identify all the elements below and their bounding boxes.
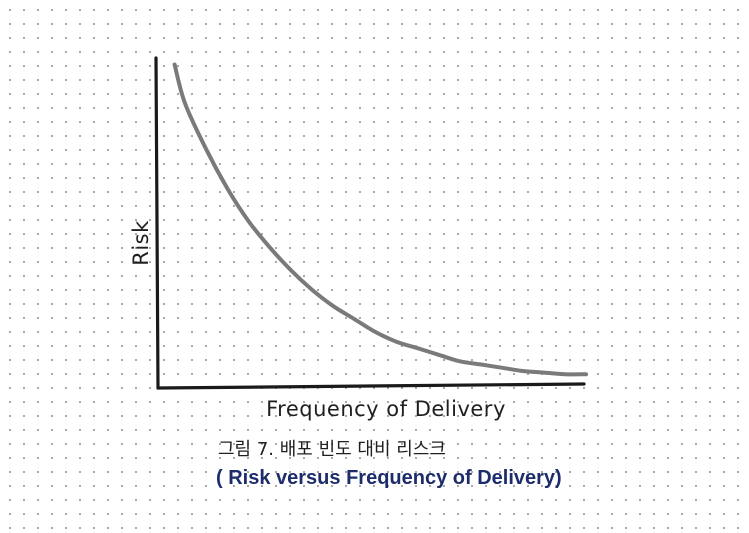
y-axis-line xyxy=(154,56,160,390)
plot-area xyxy=(172,62,588,377)
y-axis-label: Risk xyxy=(129,220,153,266)
x-axis-label: Frequency of Delivery xyxy=(266,397,506,421)
figure-caption-korean: 그림 7. 배포 빈도 대비 리스크 xyxy=(218,439,446,460)
x-axis-line xyxy=(156,382,586,390)
figure-caption-english: ( Risk versus Frequency of Delivery) xyxy=(216,467,562,489)
risk-curve-series-0 xyxy=(172,62,588,377)
